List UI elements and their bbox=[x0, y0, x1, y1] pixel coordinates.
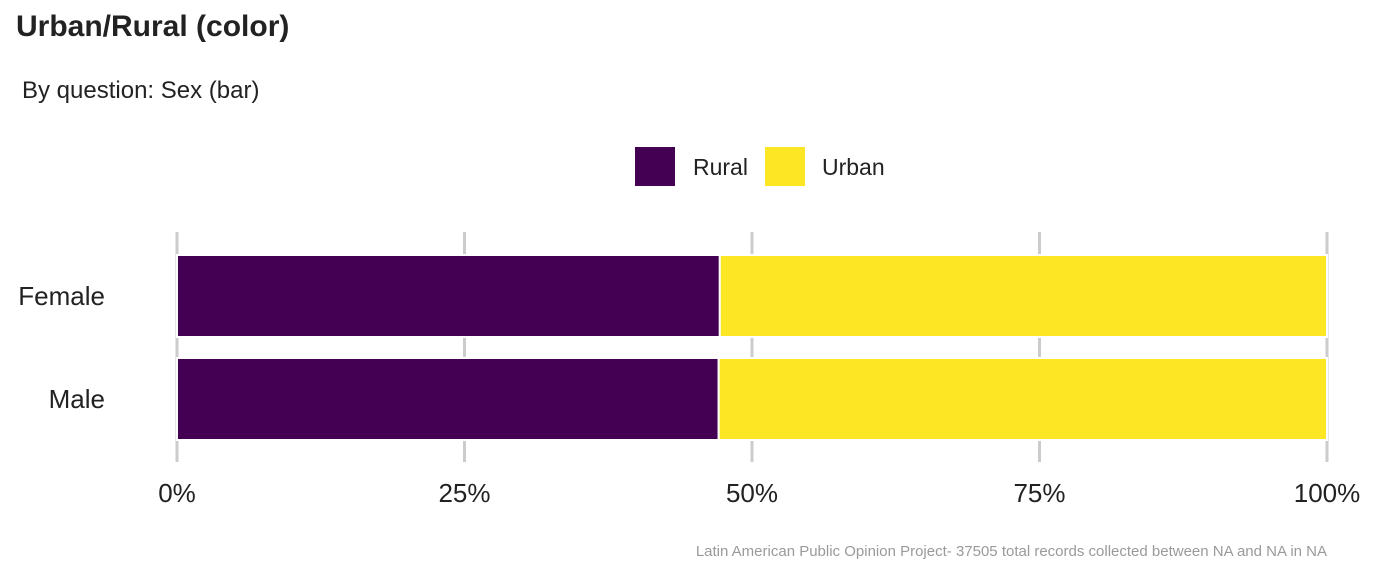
x-tick-label: 25% bbox=[438, 478, 490, 508]
chart-title: Urban/Rural (color) bbox=[16, 10, 290, 43]
x-tick-label: 100% bbox=[1294, 478, 1361, 508]
category-label-male: Male bbox=[49, 384, 105, 414]
legend-swatch-urban bbox=[765, 147, 805, 186]
x-tick-label: 75% bbox=[1013, 478, 1065, 508]
x-tick-label: 50% bbox=[726, 478, 778, 508]
bar-female-rural bbox=[176, 254, 721, 338]
chart-caption: Latin American Public Opinion Project- 3… bbox=[695, 543, 1327, 560]
legend-label-rural: Rural bbox=[693, 154, 748, 180]
x-tick-label: 0% bbox=[158, 478, 196, 508]
legend-swatch-rural bbox=[635, 147, 675, 186]
legend-label-urban: Urban bbox=[822, 154, 885, 180]
bar-male-rural bbox=[176, 357, 720, 441]
chart-subtitle: By question: Sex (bar) bbox=[22, 77, 260, 104]
bar-female-urban bbox=[718, 254, 1328, 338]
bar-male-urban bbox=[717, 357, 1328, 441]
category-label-female: Female bbox=[18, 281, 105, 311]
